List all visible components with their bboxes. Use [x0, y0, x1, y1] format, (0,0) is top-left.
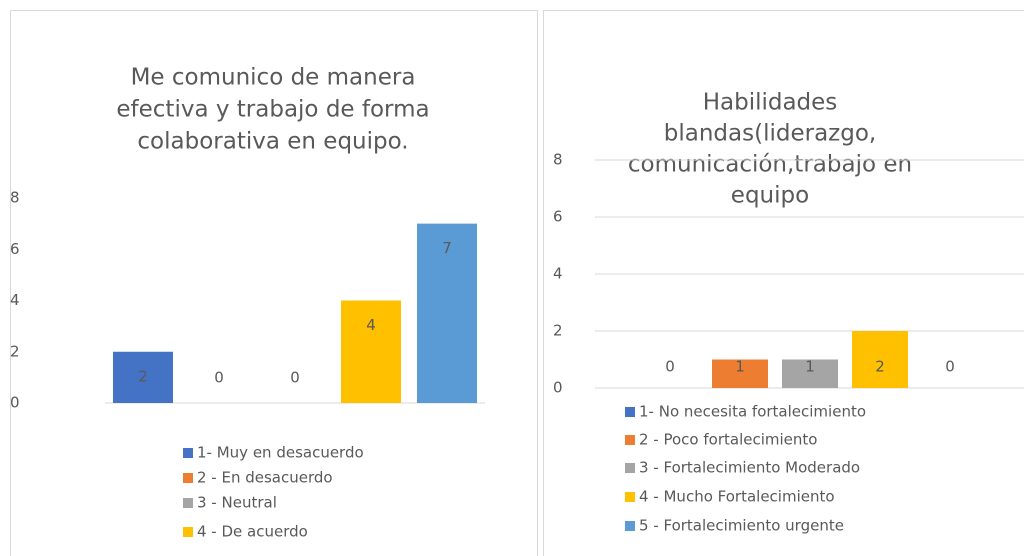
data-label: 4: [366, 316, 376, 334]
y-tick-label: 0: [553, 379, 563, 397]
legend-swatch: [625, 521, 635, 531]
legend-label: 4 - De acuerdo: [197, 523, 308, 541]
data-label: 7: [442, 239, 452, 257]
data-label: 0: [945, 358, 955, 376]
legend-swatch: [183, 527, 193, 537]
legend-label: 1- No necesita fortalecimiento: [639, 403, 866, 421]
data-label: 0: [290, 369, 300, 387]
chart-title: Me comunico de manera: [131, 65, 416, 91]
legend-swatch: [625, 463, 635, 473]
data-label: 0: [665, 358, 675, 376]
legend-label: 2 - En desacuerdo: [197, 469, 333, 487]
y-tick-label: 6: [10, 240, 20, 258]
bar: [712, 359, 768, 388]
legend-label: 5 - Fortalecimiento urgente: [639, 517, 844, 535]
bar: [417, 223, 477, 403]
data-label: 2: [875, 358, 885, 376]
chart-title: blandas(liderazgo,: [664, 121, 876, 147]
bar: [113, 351, 173, 403]
bar: [852, 331, 908, 388]
bar: [782, 359, 838, 388]
y-tick-label: 8: [10, 189, 20, 207]
chart-title: colaborativa en equipo.: [137, 129, 408, 155]
legend-label: 4 - Mucho Fortalecimiento: [639, 488, 835, 506]
legend-label: 3 - Fortalecimiento Moderado: [639, 459, 860, 477]
chart-title: efectiva y trabajo de forma: [116, 97, 429, 123]
legend-label: 3 - Neutral: [197, 494, 277, 512]
legend-swatch: [183, 473, 193, 483]
chart-title: Habilidades: [703, 90, 838, 116]
y-tick-label: 2: [10, 342, 20, 360]
y-tick-label: 4: [553, 265, 563, 283]
y-tick-label: 4: [10, 291, 20, 309]
y-tick-label: 0: [10, 394, 20, 412]
legend-swatch: [625, 435, 635, 445]
chart-title: comunicación,trabajo en: [628, 152, 912, 178]
data-label: 1: [735, 358, 745, 376]
y-tick-label: 6: [553, 208, 563, 226]
data-label: 0: [214, 369, 224, 387]
y-tick-label: 8: [553, 151, 563, 169]
chart-panel: [543, 10, 1024, 556]
y-tick-label: 2: [553, 322, 563, 340]
bar: [341, 300, 401, 403]
chart-title: equipo: [731, 183, 809, 209]
legend-swatch: [625, 492, 635, 502]
legend-swatch: [183, 498, 193, 508]
data-label: 1: [805, 358, 815, 376]
legend-swatch: [183, 448, 193, 458]
data-label: 2: [138, 367, 148, 385]
legend-swatch: [625, 407, 635, 417]
legend-label: 1- Muy en desacuerdo: [197, 444, 364, 462]
legend-label: 2 - Poco fortalecimiento: [639, 431, 817, 449]
